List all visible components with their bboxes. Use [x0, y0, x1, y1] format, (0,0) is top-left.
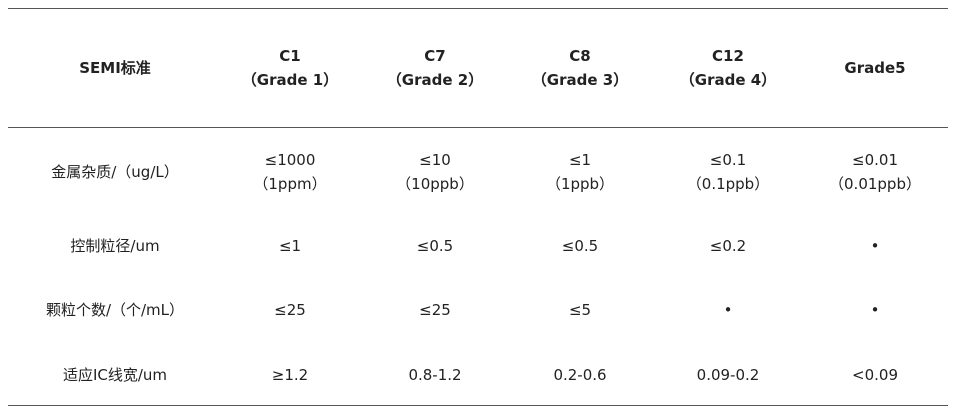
cell-line: 适应IC线宽/um: [62, 366, 168, 384]
cell-line: 0.09-0.2: [696, 366, 760, 384]
table-cell: •: [653, 298, 803, 322]
table-cell: 0.09-0.2: [653, 363, 803, 387]
header-cell: SEMI标准: [15, 56, 215, 80]
cell-line: 0.2-0.6: [553, 366, 607, 384]
cell-line: ≤0.01: [852, 151, 898, 169]
table-cell: ≤0.1 （0.1ppb）: [653, 148, 803, 196]
header-cell: C12 （Grade 4）: [653, 44, 803, 92]
cell-line: 金属杂质/（ug/L）: [51, 163, 179, 181]
cell-line: •: [870, 237, 880, 255]
table-cell: ≤10 （10ppb）: [360, 148, 510, 196]
cell-line: Grade5: [844, 59, 906, 77]
table-cell: ≤5: [505, 298, 655, 322]
cell-line: （10ppb）: [396, 175, 474, 193]
table-cell: •: [800, 234, 950, 258]
cell-line: ≤0.5: [416, 237, 454, 255]
top-rule: [8, 8, 948, 9]
table-cell: ≤25: [215, 298, 365, 322]
cell-line: （1ppm）: [253, 175, 327, 193]
header-cell: Grade5: [800, 56, 950, 80]
table-cell: ≤1000 （1ppm）: [215, 148, 365, 196]
cell-line: <0.09: [852, 366, 898, 384]
cell-line: ≤0.2: [709, 237, 747, 255]
table-cell: ≤25: [360, 298, 510, 322]
cell-line: 控制粒径/um: [70, 237, 160, 255]
cell-line: C12: [712, 47, 744, 65]
cell-line: C1: [279, 47, 301, 65]
table-cell: ≤0.5: [505, 234, 655, 258]
cell-line: （Grade 1）: [241, 71, 339, 89]
table-cell: •: [800, 298, 950, 322]
cell-line: （0.1ppb）: [686, 175, 770, 193]
table-cell: 控制粒径/um: [15, 234, 215, 258]
cell-line: （Grade 3）: [531, 71, 629, 89]
cell-line: （Grade 4）: [679, 71, 777, 89]
table-cell: 颗粒个数/（个/mL）: [15, 298, 215, 322]
cell-line: （1ppb）: [545, 175, 615, 193]
cell-line: ≤25: [274, 301, 306, 319]
cell-line: C8: [569, 47, 591, 65]
table-cell: ≥1.2: [215, 363, 365, 387]
cell-line: •: [870, 301, 880, 319]
header-cell: C8 （Grade 3）: [505, 44, 655, 92]
cell-line: （0.01ppb）: [829, 175, 921, 193]
table-cell: 金属杂质/（ug/L）: [15, 160, 215, 184]
cell-line: ≤25: [419, 301, 451, 319]
table-cell: ≤1: [215, 234, 365, 258]
header-cell: C7 （Grade 2）: [360, 44, 510, 92]
table-cell: ≤0.2: [653, 234, 803, 258]
bottom-rule: [8, 405, 948, 406]
cell-line: ≤0.5: [561, 237, 599, 255]
cell-line: （Grade 2）: [386, 71, 484, 89]
cell-line: ≤1: [278, 237, 302, 255]
table-cell: ≤0.01 （0.01ppb）: [800, 148, 950, 196]
cell-line: SEMI标准: [79, 59, 151, 77]
cell-line: ≤5: [568, 301, 592, 319]
table-cell: ≤1 （1ppb）: [505, 148, 655, 196]
cell-line: •: [723, 301, 733, 319]
cell-line: 颗粒个数/（个/mL）: [45, 301, 185, 319]
cell-line: ≤10: [419, 151, 451, 169]
header-cell: C1 （Grade 1）: [215, 44, 365, 92]
table-cell: 0.2-0.6: [505, 363, 655, 387]
table-cell: ≤0.5: [360, 234, 510, 258]
table-cell: <0.09: [800, 363, 950, 387]
table-cell: 0.8-1.2: [360, 363, 510, 387]
header-rule: [8, 127, 948, 128]
cell-line: ≥1.2: [271, 366, 309, 384]
cell-line: ≤0.1: [709, 151, 747, 169]
table-cell: 适应IC线宽/um: [15, 363, 215, 387]
cell-line: ≤1: [568, 151, 592, 169]
cell-line: 0.8-1.2: [408, 366, 462, 384]
cell-line: C7: [424, 47, 446, 65]
cell-line: ≤1000: [264, 151, 316, 169]
